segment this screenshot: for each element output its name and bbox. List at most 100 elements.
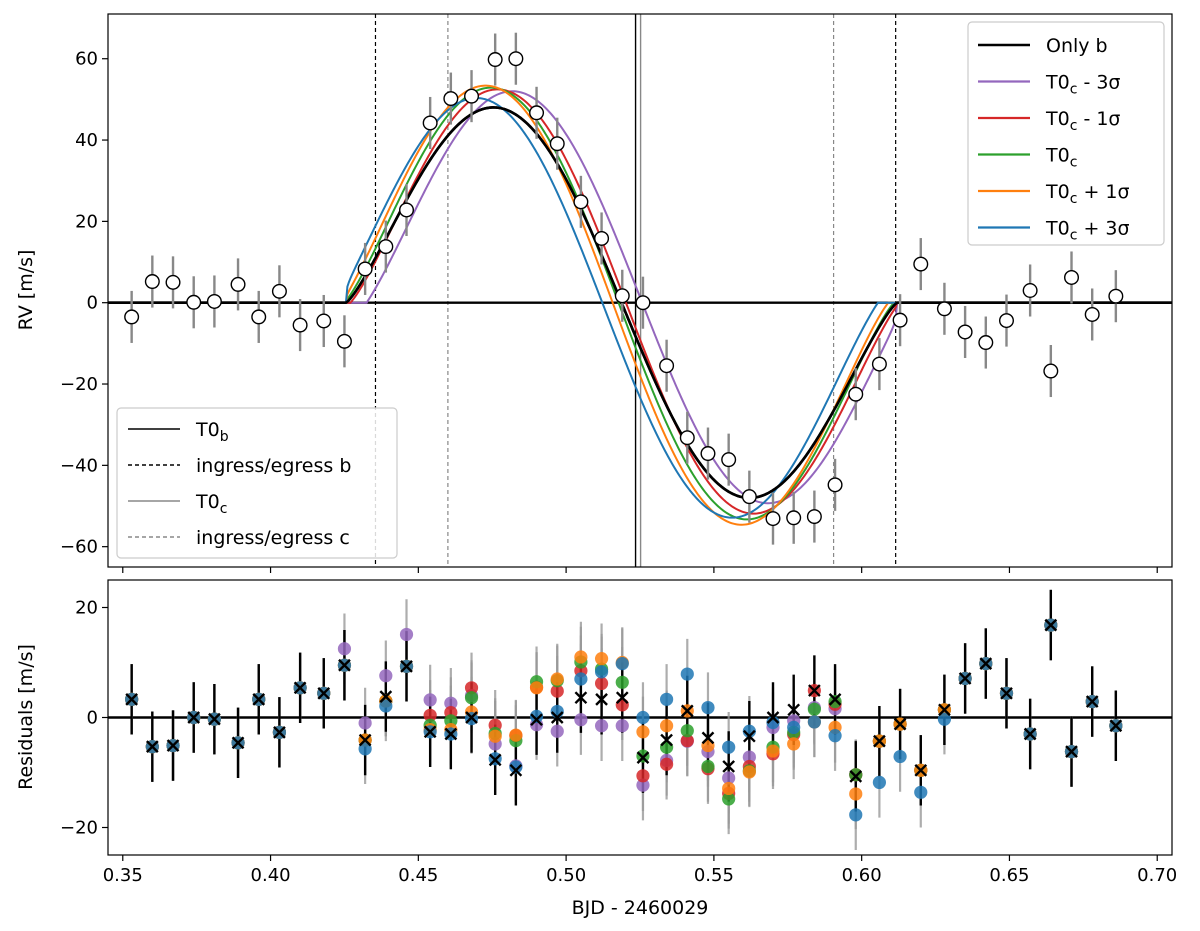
legend-label-suffix: - 3σ bbox=[1077, 72, 1120, 94]
rv-point bbox=[700, 446, 716, 462]
residual-point bbox=[849, 787, 863, 801]
residual-point bbox=[444, 696, 458, 710]
residual-point bbox=[529, 681, 544, 695]
residual-point bbox=[594, 665, 609, 679]
rv-point bbox=[165, 274, 181, 290]
rv-point bbox=[549, 136, 565, 152]
residual-point bbox=[615, 657, 629, 671]
residual-point bbox=[828, 729, 842, 743]
rv-y-ticks: 60 40 20 0 −20 −40 −60 bbox=[60, 49, 108, 558]
residual-xtick-label: 0.70 bbox=[1137, 865, 1177, 886]
residual-point bbox=[893, 749, 907, 764]
rv-point bbox=[1043, 363, 1059, 379]
legend-label-main: ingress/egress c bbox=[196, 527, 350, 549]
residual-point bbox=[722, 792, 736, 806]
residual-ytick-label: −20 bbox=[60, 818, 98, 839]
residual-point bbox=[636, 710, 650, 725]
residual-x-marker bbox=[293, 681, 307, 695]
rv-point bbox=[998, 313, 1014, 329]
rv-point bbox=[316, 313, 332, 329]
rv-point bbox=[1084, 306, 1100, 322]
residual-ytick-label: 0 bbox=[87, 708, 98, 729]
residual-x-marker bbox=[1023, 727, 1037, 741]
rv-point bbox=[399, 202, 415, 218]
legend-label-main: T0 bbox=[1045, 108, 1070, 130]
x-axis-label: BJD - 2460029 bbox=[572, 897, 709, 919]
legend-label-main: T0 bbox=[1045, 218, 1070, 240]
legend-lines-box bbox=[116, 407, 398, 559]
residual-point bbox=[358, 716, 372, 730]
residual-point bbox=[849, 808, 863, 822]
residual-point bbox=[660, 719, 674, 733]
residual-x-marker bbox=[1044, 618, 1058, 632]
rv-point bbox=[271, 283, 287, 299]
legend-label-main: T0 bbox=[1045, 72, 1070, 94]
residual-x-marker bbox=[1085, 695, 1099, 708]
residual-point bbox=[550, 724, 564, 738]
residual-x-marker bbox=[893, 717, 907, 731]
legend-label-main: T0 bbox=[1045, 145, 1070, 167]
residual-point bbox=[766, 744, 780, 758]
residual-x-marker bbox=[938, 703, 951, 717]
residual-x-marker bbox=[187, 711, 201, 724]
residual-x-marker bbox=[595, 693, 608, 706]
legend-label-sub: c bbox=[1070, 118, 1078, 134]
residual-xtick-label: 0.40 bbox=[251, 865, 291, 886]
residual-point bbox=[660, 757, 674, 771]
residual-point bbox=[787, 720, 801, 735]
residual-point bbox=[660, 692, 674, 706]
legend-label: ingress/egress c bbox=[196, 527, 350, 549]
residual-x-marker bbox=[722, 760, 736, 773]
residual-xtick-label: 0.60 bbox=[842, 865, 882, 886]
rv-point bbox=[251, 309, 267, 325]
residual-x-marker bbox=[1109, 719, 1123, 733]
residual-point bbox=[872, 775, 887, 790]
rv-point bbox=[594, 230, 610, 246]
residual-point bbox=[464, 691, 479, 705]
residual-xtick-label: 0.65 bbox=[989, 865, 1029, 886]
legend-label-suffix: - 1σ bbox=[1077, 108, 1120, 130]
residual-x-marker bbox=[680, 704, 694, 718]
rv-point bbox=[487, 52, 503, 68]
legend-label-main: ingress/egress b bbox=[196, 455, 351, 477]
legend-label-main: T0 bbox=[195, 419, 220, 441]
residual-point bbox=[594, 719, 609, 733]
residual-point bbox=[807, 702, 821, 716]
rv-point bbox=[741, 489, 757, 505]
residual-x-marker bbox=[530, 713, 543, 727]
residual-x-marker bbox=[465, 711, 478, 724]
residual-x-marker bbox=[873, 734, 886, 748]
residual-ytick-label: 20 bbox=[75, 598, 98, 619]
residual-x-marker bbox=[1065, 745, 1078, 758]
rv-point bbox=[913, 256, 929, 272]
legend-label-sub: c bbox=[1070, 155, 1078, 171]
residual-point bbox=[828, 694, 842, 709]
rv-point bbox=[508, 51, 524, 67]
residual-x-ticks: 0.35 0.40 0.45 0.50 0.55 0.60 0.65 0.70 bbox=[103, 855, 1177, 886]
residual-point bbox=[358, 742, 372, 756]
residual-x-marker bbox=[766, 711, 780, 724]
legend-label: T0c - 3σ bbox=[1045, 72, 1120, 98]
residual-x-marker bbox=[550, 711, 564, 724]
residual-point bbox=[787, 737, 801, 751]
rv-point bbox=[827, 477, 843, 493]
residual-point bbox=[423, 708, 437, 722]
rv-point bbox=[679, 430, 695, 446]
residual-x-marker bbox=[615, 691, 629, 705]
residual-x-marker bbox=[317, 686, 331, 700]
residual-x-marker bbox=[166, 739, 180, 752]
legend-label-sub: c bbox=[1070, 191, 1078, 207]
legend-label: T0b bbox=[195, 419, 229, 445]
residual-point bbox=[594, 676, 609, 691]
residual-point bbox=[680, 734, 694, 748]
rv-point bbox=[573, 194, 589, 210]
rv-point bbox=[978, 335, 994, 351]
rv-point bbox=[422, 115, 438, 131]
residuals-panel: 200−20 0.35 0.40 0.45 0.50 0.55 0.60 0.65 0.70 … bbox=[15, 579, 1177, 919]
residual-point bbox=[680, 724, 694, 738]
legend-label: Only b bbox=[1046, 35, 1108, 57]
residual-point bbox=[464, 681, 479, 695]
residual-x-marker bbox=[1000, 686, 1013, 700]
rv-point bbox=[357, 261, 373, 277]
